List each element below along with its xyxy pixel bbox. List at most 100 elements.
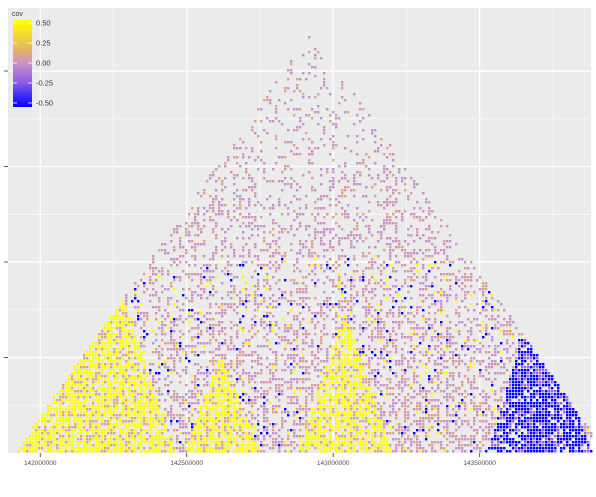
heatmap-cell [314, 147, 316, 149]
heatmap-cell [257, 354, 259, 356]
heatmap-cell [203, 219, 205, 221]
heatmap-cell [257, 435, 259, 437]
heatmap-cell [338, 435, 340, 437]
heatmap-cell [338, 327, 340, 329]
heatmap-cell [260, 324, 262, 326]
heatmap-cell [284, 450, 286, 452]
heatmap-cell [128, 417, 130, 419]
heatmap-cell [341, 228, 343, 230]
heatmap-cell [143, 312, 145, 314]
heatmap-cell [188, 432, 190, 434]
heatmap-cell [299, 327, 301, 329]
heatmap-cell [224, 429, 226, 431]
heatmap-cell [281, 354, 283, 356]
heatmap-cell [92, 402, 94, 404]
heatmap-cell [176, 399, 178, 401]
heatmap-cell [392, 327, 394, 329]
heatmap-cell [344, 318, 346, 320]
heatmap-cell [107, 402, 109, 404]
heatmap-cell [278, 447, 280, 449]
heatmap-cell [131, 396, 133, 398]
heatmap-cell [197, 369, 199, 371]
heatmap-cell [428, 360, 430, 362]
heatmap-cell [236, 207, 238, 209]
heatmap-cell [413, 435, 415, 437]
heatmap-cell [17, 450, 19, 452]
heatmap-cell [191, 255, 193, 257]
heatmap-cell [377, 321, 379, 323]
heatmap-cell [203, 447, 205, 449]
heatmap-cell [272, 228, 274, 230]
heatmap-cell [326, 450, 328, 452]
heatmap-cell [86, 435, 88, 437]
heatmap-cell [203, 255, 205, 257]
heatmap-cell [359, 324, 361, 326]
heatmap-cell [401, 444, 403, 446]
heatmap-cell [413, 408, 415, 410]
heatmap-cell [386, 342, 388, 344]
heatmap-cell [347, 381, 349, 383]
heatmap-cell [170, 357, 172, 359]
heatmap-cell [350, 276, 352, 278]
heatmap-cell [245, 297, 247, 299]
heatmap-cell [413, 360, 415, 362]
heatmap-cell [221, 399, 223, 401]
heatmap-cell [257, 357, 259, 359]
heatmap-cell [77, 366, 79, 368]
heatmap-cell [83, 384, 85, 386]
heatmap-cell [197, 207, 199, 209]
heatmap-cell [365, 402, 367, 404]
heatmap-cell [281, 336, 283, 338]
heatmap-cell [218, 420, 220, 422]
heatmap-cell [158, 276, 160, 278]
heatmap-cell [428, 426, 430, 428]
heatmap-cell [395, 231, 397, 233]
heatmap-cell [416, 441, 418, 443]
heatmap-cell [137, 408, 139, 410]
heatmap-cell [170, 441, 172, 443]
heatmap-cell [323, 333, 325, 335]
heatmap-cell [83, 411, 85, 413]
heatmap-cell [95, 363, 97, 365]
heatmap-cell [362, 420, 364, 422]
heatmap-cell [266, 282, 268, 284]
heatmap-cell [242, 189, 244, 191]
heatmap-cell [230, 246, 232, 248]
heatmap-cell [332, 171, 334, 173]
heatmap-cell [68, 438, 70, 440]
heatmap-cell [164, 366, 166, 368]
heatmap-cell [293, 423, 295, 425]
heatmap-cell [326, 429, 328, 431]
heatmap-cell [341, 294, 343, 296]
heatmap-cell [332, 375, 334, 377]
heatmap-cell [410, 351, 412, 353]
heatmap-cell [407, 378, 409, 380]
heatmap-cell [305, 303, 307, 305]
heatmap-cell [263, 345, 265, 347]
heatmap-cell [203, 192, 205, 194]
heatmap-cell [260, 294, 262, 296]
heatmap-cell [110, 321, 112, 323]
heatmap-cell [86, 432, 88, 434]
heatmap-cell [212, 252, 214, 254]
heatmap-cell [380, 336, 382, 338]
heatmap-cell [236, 441, 238, 443]
heatmap-cell [362, 399, 364, 401]
heatmap-cell [116, 339, 118, 341]
heatmap-cell [143, 402, 145, 404]
heatmap-cell [416, 201, 418, 203]
heatmap-cell [356, 450, 358, 452]
heatmap-cell [389, 366, 391, 368]
heatmap-cell [293, 108, 295, 110]
heatmap-cell [65, 384, 67, 386]
heatmap-cell [341, 366, 343, 368]
heatmap-cell [239, 321, 241, 323]
heatmap-cell [86, 360, 88, 362]
heatmap-cell [296, 282, 298, 284]
heatmap-cell [257, 156, 259, 158]
heatmap-cell [188, 411, 190, 413]
heatmap-cell [428, 381, 430, 383]
heatmap-cell [140, 342, 142, 344]
heatmap-cell [125, 366, 127, 368]
heatmap-cell [338, 399, 340, 401]
